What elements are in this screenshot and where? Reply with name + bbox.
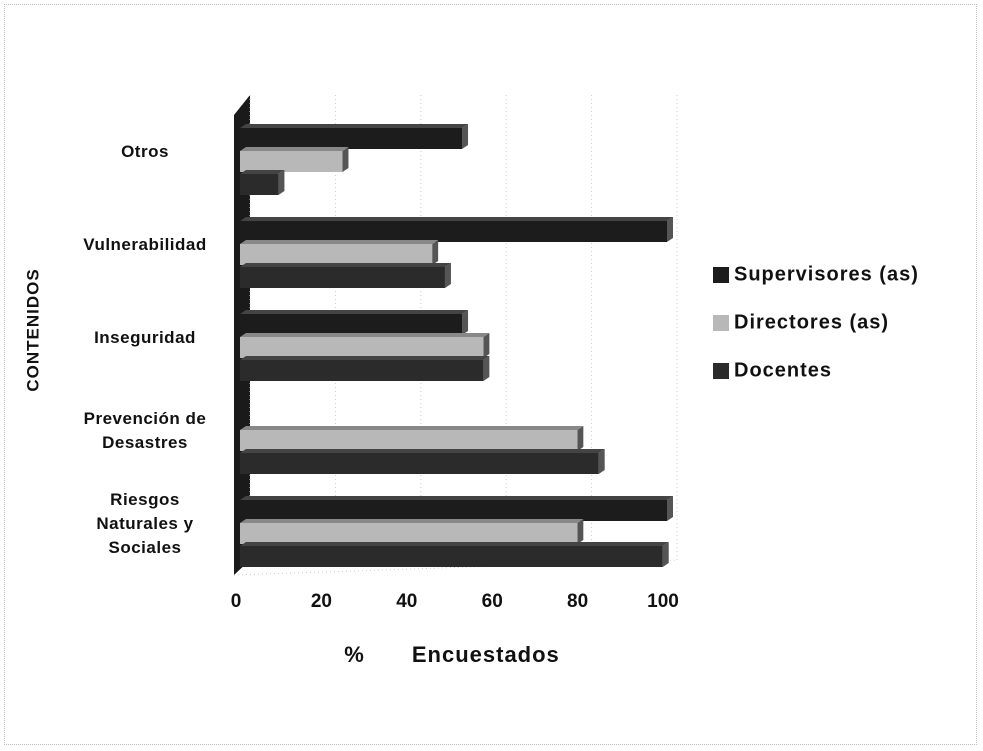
bar-side <box>342 147 349 172</box>
bar <box>240 360 484 381</box>
legend-label: Supervisores (as) <box>734 263 919 285</box>
bar <box>240 174 279 195</box>
category-label: Prevención de Desastres <box>83 408 207 452</box>
legend-label: Docentes <box>734 359 832 381</box>
bar-top <box>240 496 673 500</box>
legend-label: Directores (as) <box>734 311 889 333</box>
bar-side <box>462 310 469 335</box>
bar <box>240 314 463 335</box>
bar-side <box>278 170 285 195</box>
bar-side <box>662 542 669 567</box>
bar-top <box>240 170 285 174</box>
bar <box>240 453 599 474</box>
bar-side <box>667 496 673 521</box>
x-tick-label: 20 <box>311 591 332 612</box>
category-label: Otros <box>121 141 169 161</box>
x-tick-label: 80 <box>567 591 588 612</box>
x-tick-label: 40 <box>396 591 417 612</box>
bar <box>240 523 578 544</box>
bar-top <box>240 310 469 314</box>
legend-swatch <box>713 363 729 379</box>
bar <box>240 151 343 172</box>
bar-side <box>462 124 469 149</box>
x-axis-label: % Encuestados <box>344 642 560 667</box>
bar-side <box>667 217 673 242</box>
bar <box>240 267 445 288</box>
bar-top <box>240 124 469 128</box>
category-label: Inseguridad <box>94 327 196 347</box>
category-label: Vulnerabilidad <box>83 234 207 254</box>
legend-swatch <box>713 315 729 331</box>
bar-top <box>240 519 584 523</box>
bar-side <box>483 333 490 358</box>
frame <box>4 4 977 745</box>
bar-side <box>577 519 584 544</box>
bar-side <box>577 426 584 451</box>
bar-side <box>598 449 605 474</box>
bar-top <box>240 333 490 337</box>
x-tick-label: 0 <box>231 591 242 612</box>
bar <box>240 546 663 567</box>
bar-top <box>240 356 490 360</box>
bar <box>240 221 667 242</box>
bar <box>240 430 578 451</box>
y-axis-label: CONTENIDOS <box>23 268 42 391</box>
bar <box>240 337 484 358</box>
bar <box>240 244 433 265</box>
bar-side <box>444 263 451 288</box>
bar-side <box>432 240 439 265</box>
category-label: Riesgos Naturales y Sociales <box>96 489 194 557</box>
bar-top <box>240 217 673 221</box>
bar-top <box>240 426 584 430</box>
bar-top <box>240 263 451 267</box>
bar-top <box>240 147 349 151</box>
bar-top <box>240 240 439 244</box>
x-tick-label: 100 <box>647 591 679 612</box>
legend-swatch <box>713 267 729 283</box>
bar <box>240 128 463 149</box>
bar-top <box>240 542 669 546</box>
bar-side <box>483 356 490 381</box>
x-tick-label: 60 <box>482 591 503 612</box>
bar <box>240 500 667 521</box>
bar-top <box>240 449 605 453</box>
